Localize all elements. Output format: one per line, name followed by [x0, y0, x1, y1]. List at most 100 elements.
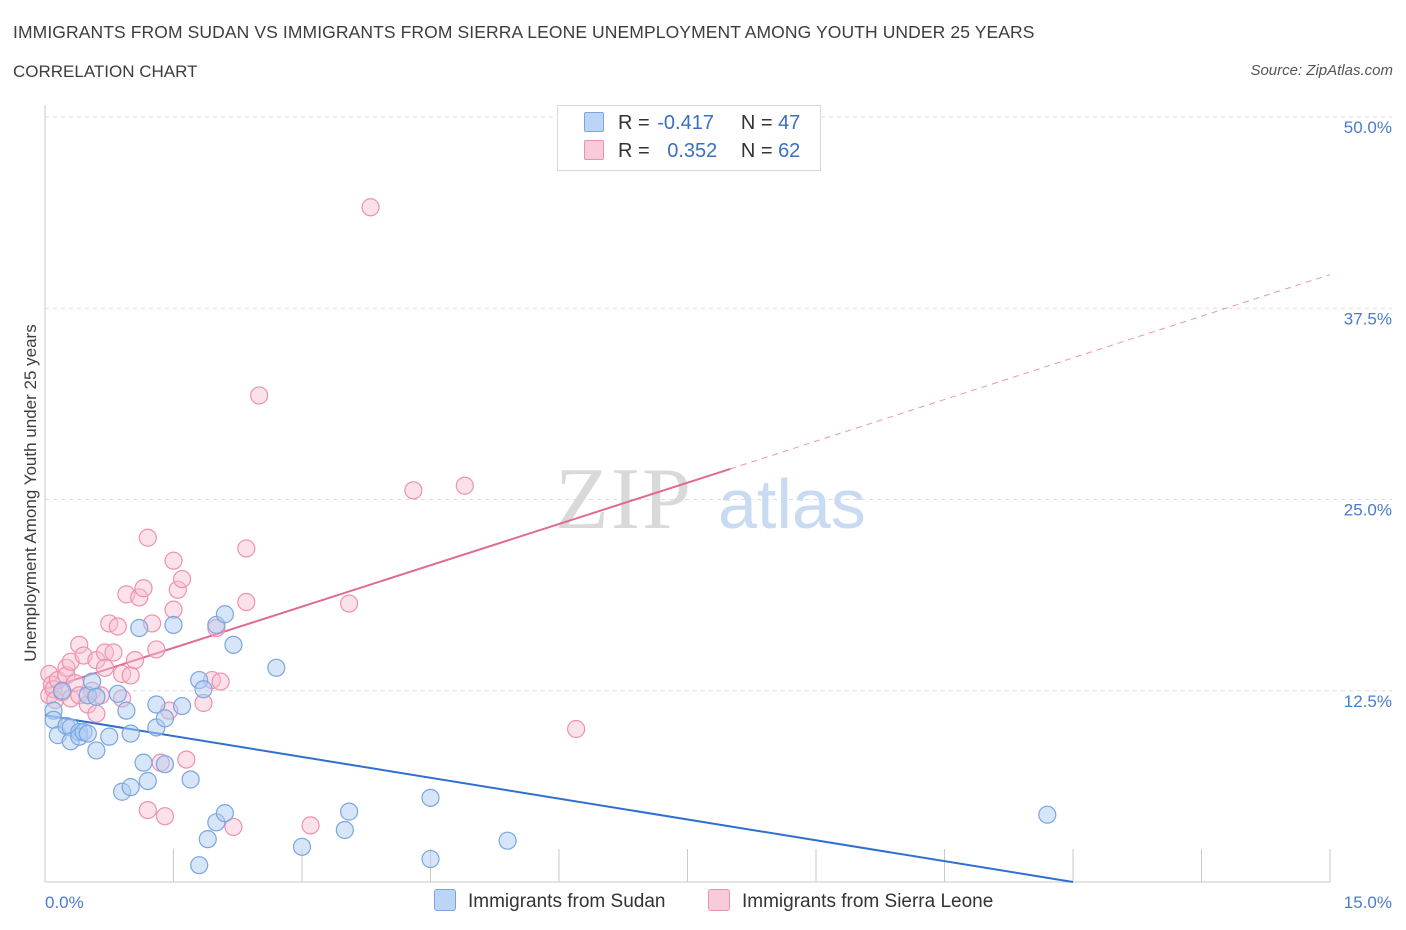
bottom-swatch-sudan — [434, 889, 456, 911]
point-sudan — [172, 696, 192, 716]
trend-line-sierra-leone — [44, 467, 731, 691]
x-tick-label: 0.0% — [45, 893, 84, 912]
point-sierra-leone — [177, 750, 196, 769]
point-sudan — [164, 615, 183, 635]
point-sudan — [215, 605, 234, 624]
legend-r-label: R = — [618, 112, 650, 134]
point-sierra-leone — [301, 816, 320, 835]
point-sudan — [138, 771, 157, 791]
bottom-swatch-sierra-leone — [708, 889, 730, 911]
legend-row-sudan: R = -0.417 N = 47 — [584, 112, 800, 136]
tick-labels: 12.5% 25.0% 37.5% 50.0% 0.0% 15.0% — [45, 118, 1392, 912]
point-sudan — [224, 635, 243, 654]
point-sierra-leone — [130, 588, 149, 607]
point-sudan — [498, 831, 517, 850]
point-sierra-leone — [104, 643, 123, 662]
point-sierra-leone — [138, 528, 157, 547]
legend-n-label: N = — [740, 112, 773, 134]
x-tick-label: 15.0% — [1344, 893, 1392, 912]
point-sudan — [421, 849, 440, 869]
point-sudan — [78, 724, 97, 743]
point-sudan — [292, 837, 312, 856]
legend-r-label: R = — [618, 140, 650, 162]
legend-r-value: 0.352 — [667, 140, 718, 162]
point-sudan — [134, 753, 153, 772]
point-sudan — [100, 727, 119, 746]
trend-line-sierra-leone-extension — [730, 274, 1331, 470]
point-sudan — [194, 680, 213, 699]
bottom-legend-sierra-leone-label: Immigrants from Sierra Leone — [742, 891, 994, 912]
legend-n-value: 62 — [778, 140, 801, 162]
point-sierra-leone — [237, 592, 256, 612]
point-sierra-leone — [211, 672, 230, 691]
point-sierra-leone — [164, 600, 183, 619]
chart-subtitle: CORRELATION CHART — [13, 62, 198, 81]
point-sudan — [87, 741, 106, 760]
legend-n-label: N = — [740, 140, 773, 162]
point-sierra-leone — [70, 635, 89, 654]
watermark-atlas: atlas — [718, 465, 866, 543]
point-sierra-leone — [567, 719, 586, 739]
source-label: Source: ZipAtlas.com — [1250, 62, 1393, 79]
point-sudan — [83, 672, 102, 691]
trend-line-sudan — [44, 714, 1074, 883]
point-sudan — [190, 856, 209, 875]
points-sudan — [44, 605, 1057, 875]
point-sierra-leone — [121, 666, 140, 685]
point-sudan — [147, 695, 166, 714]
legend-n-value: 47 — [778, 112, 801, 134]
point-sierra-leone — [340, 594, 359, 613]
point-sierra-leone — [125, 651, 145, 670]
point-sudan — [181, 770, 200, 789]
point-sierra-leone — [404, 481, 423, 500]
point-sudan — [335, 820, 354, 840]
point-sudan — [121, 724, 140, 743]
y-tick-label: 50.0% — [1344, 118, 1392, 137]
point-sierra-leone — [138, 800, 157, 820]
point-sudan — [1038, 805, 1057, 824]
legend-swatch-sierra-leone — [584, 140, 604, 160]
y-tick-label: 25.0% — [1344, 501, 1392, 520]
point-sierra-leone — [361, 198, 380, 217]
point-sudan — [155, 709, 175, 728]
bottom-legend-sudan: Immigrants from Sudan — [434, 889, 665, 913]
y-axis-label: Unemployment Among Youth under 25 years — [21, 324, 40, 661]
point-sudan — [108, 684, 127, 703]
point-sudan — [117, 701, 136, 720]
point-sierra-leone — [87, 704, 106, 723]
point-sudan — [87, 687, 106, 706]
point-sudan — [421, 788, 440, 807]
y-tick-label: 37.5% — [1344, 309, 1392, 328]
point-sudan — [215, 804, 234, 823]
point-sierra-leone — [455, 476, 474, 495]
axes — [44, 105, 1331, 883]
point-sierra-leone — [155, 807, 175, 826]
point-sudan — [121, 778, 140, 797]
point-sierra-leone — [147, 640, 166, 659]
legend-row-sierra-leone: R = 0.352 N = 62 — [584, 140, 800, 164]
point-sierra-leone — [237, 539, 256, 558]
legend-r-value: -0.417 — [657, 112, 714, 134]
chart-title: IMMIGRANTS FROM SUDAN VS IMMIGRANTS FROM… — [13, 22, 1035, 42]
trend-lines — [44, 274, 1331, 883]
point-sierra-leone — [108, 617, 127, 636]
point-sudan — [198, 830, 217, 849]
point-sierra-leone — [168, 580, 187, 599]
point-sierra-leone — [172, 569, 192, 589]
point-sudan — [155, 755, 175, 774]
watermark: ZIP atlas — [555, 451, 866, 548]
point-sudan — [267, 658, 286, 677]
point-sudan — [130, 618, 149, 638]
point-sierra-leone — [250, 386, 269, 405]
legend-swatch-sudan — [584, 112, 604, 132]
points-sierra-leone — [40, 198, 586, 837]
y-tick-label: 12.5% — [1344, 692, 1392, 711]
point-sierra-leone — [134, 579, 153, 598]
bottom-legend-sierra-leone: Immigrants from Sierra Leone — [708, 889, 993, 913]
bottom-legend-sudan-label: Immigrants from Sudan — [468, 891, 666, 912]
point-sierra-leone — [95, 658, 115, 677]
point-sierra-leone — [224, 817, 243, 837]
point-sudan — [340, 802, 359, 821]
point-sierra-leone — [164, 551, 183, 570]
